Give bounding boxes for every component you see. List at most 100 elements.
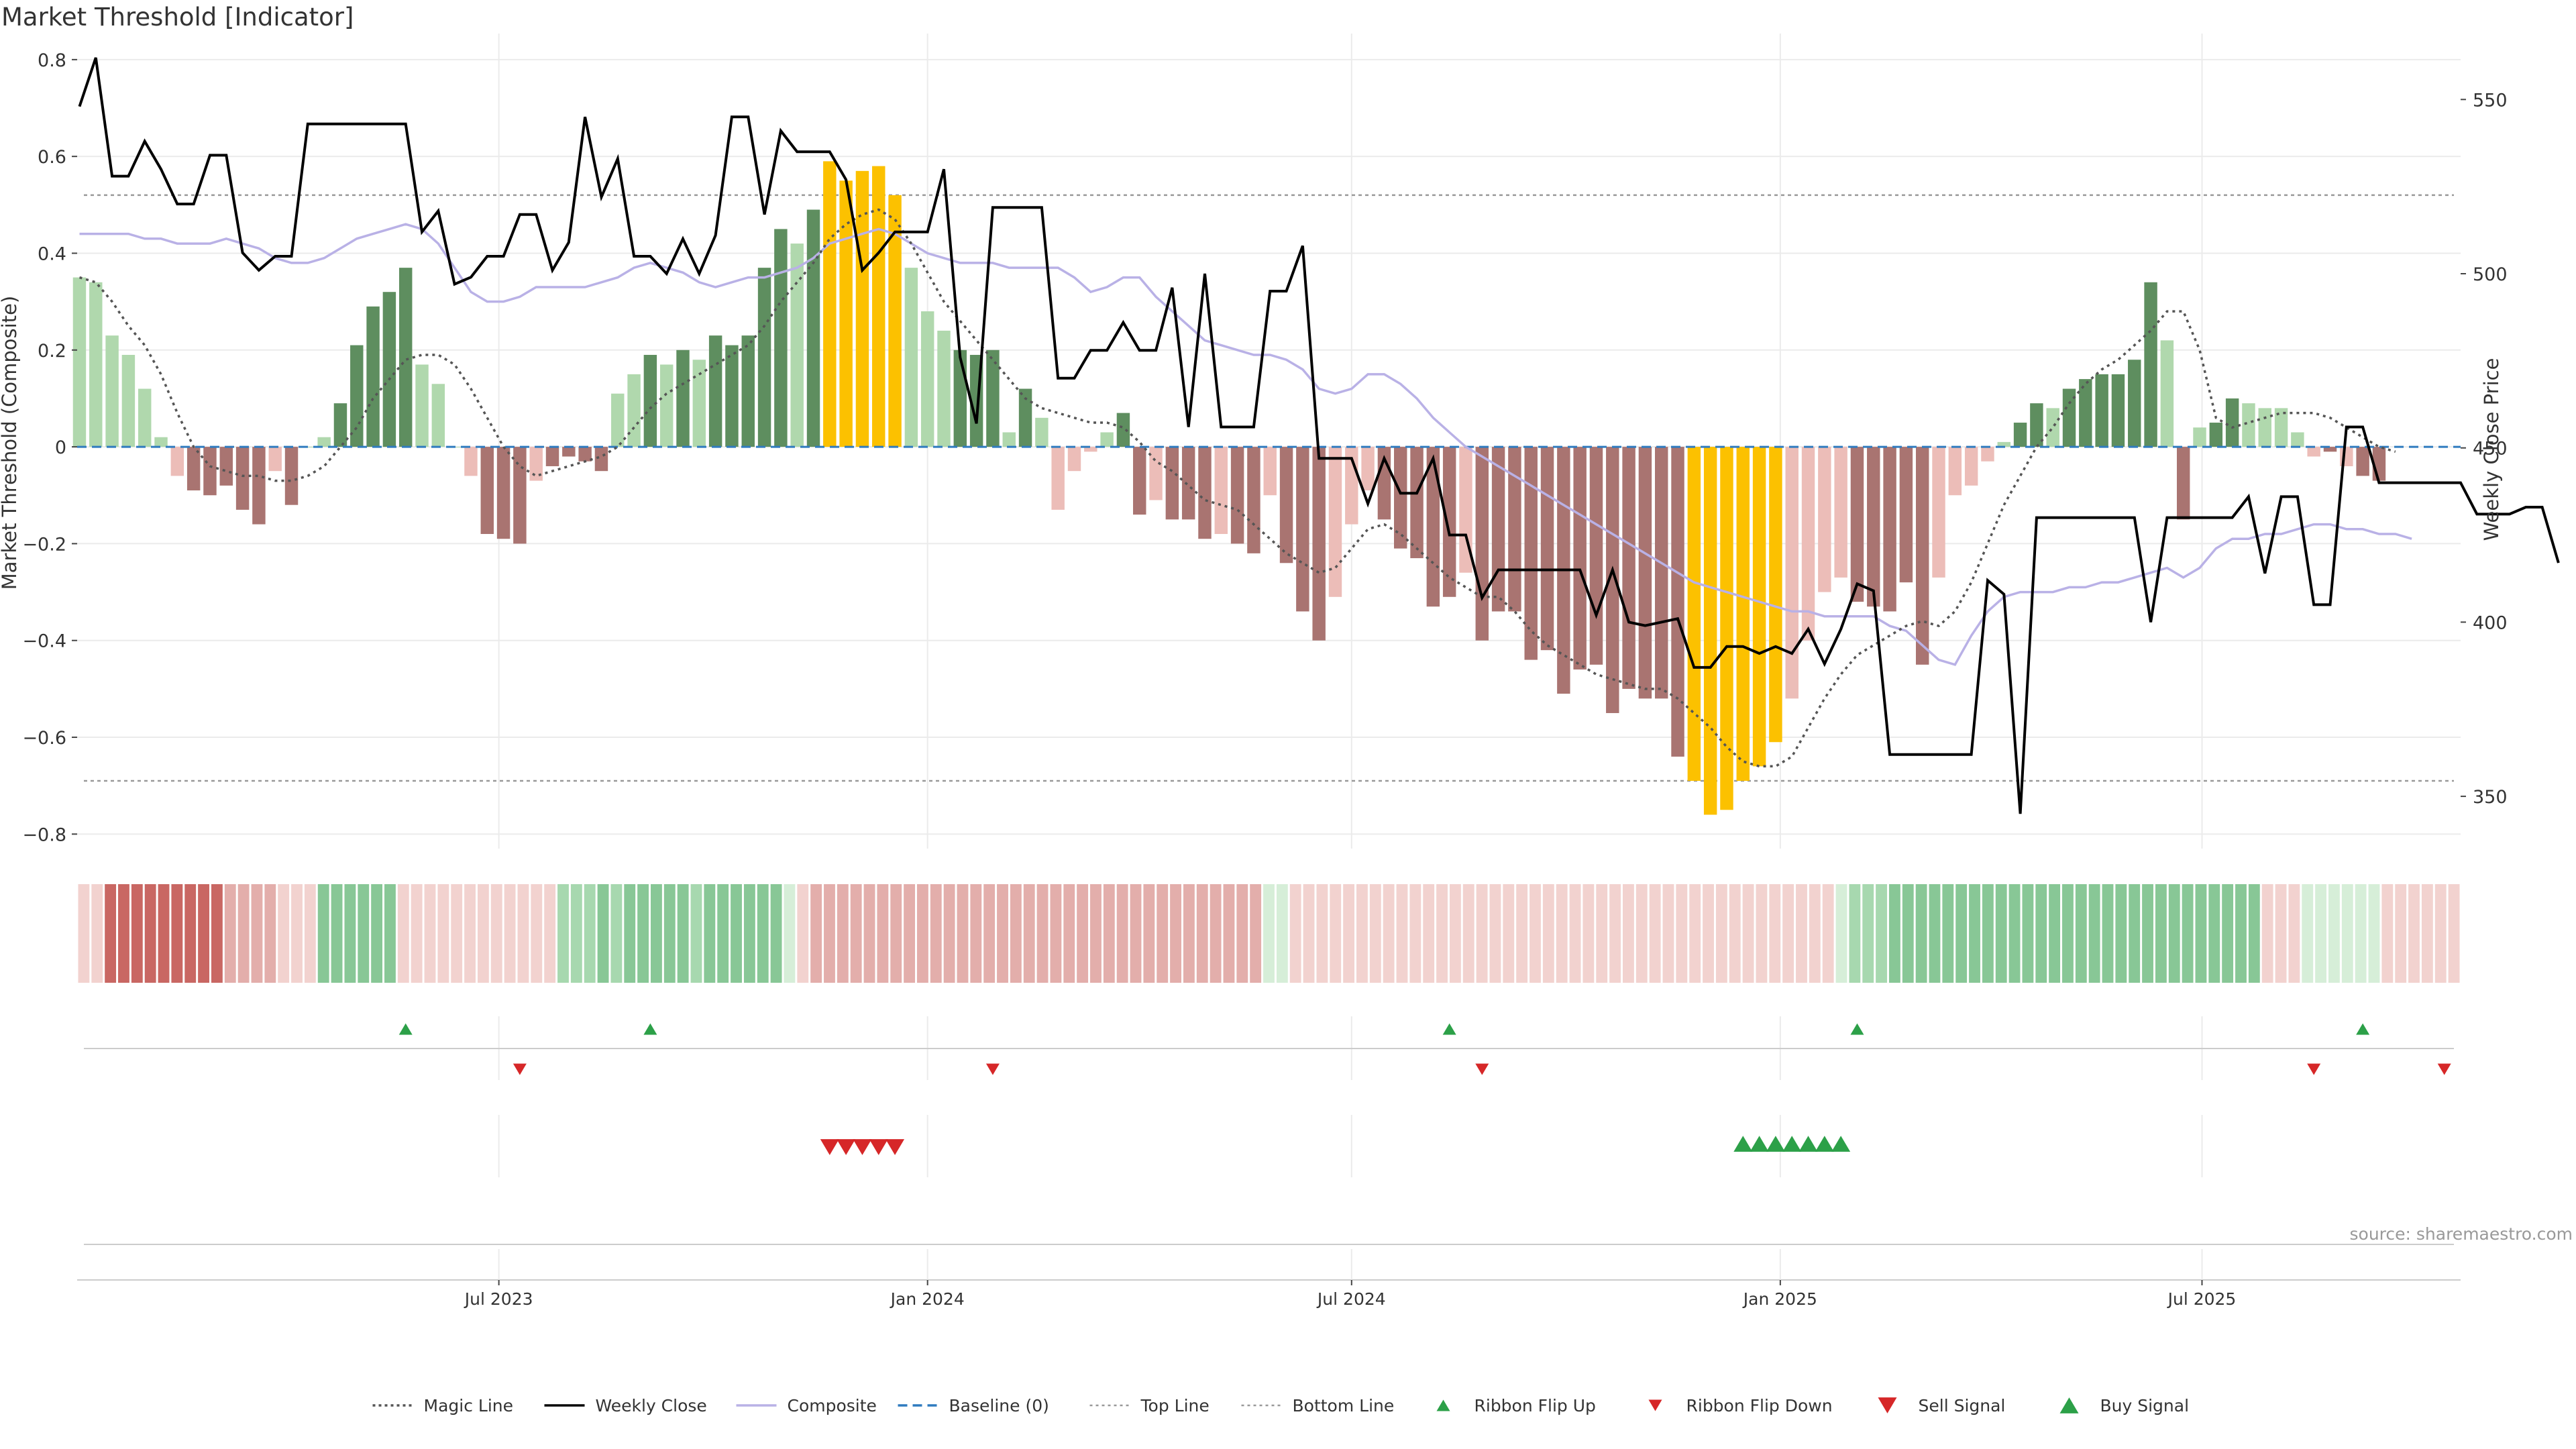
ribbon-strip — [78, 884, 2460, 983]
buy-signal-marker — [1782, 1136, 1802, 1152]
composite-bar — [2079, 379, 2092, 447]
ribbon-cell — [1715, 884, 1727, 983]
composite-bar — [659, 364, 674, 447]
left-tick-label: −0.8 — [22, 824, 66, 845]
buy-signal-marker — [1815, 1136, 1834, 1152]
ribbon-cell — [2062, 884, 2074, 983]
composite-bar — [1394, 447, 1407, 549]
ribbon-cell — [2355, 884, 2367, 983]
x-tick-label: Jul 2023 — [464, 1289, 533, 1309]
ribbon-cell — [624, 884, 636, 983]
buy-signal-marker — [1766, 1136, 1785, 1152]
ribbon-cell — [171, 884, 183, 983]
ribbon-flip-up-marker — [643, 1023, 657, 1035]
ribbon-cell — [784, 884, 796, 983]
composite-bar — [1230, 447, 1244, 544]
x-tick-label: Jul 2025 — [2167, 1289, 2237, 1309]
composite-bar — [741, 335, 755, 447]
composite-bar — [643, 355, 657, 447]
ribbon-cell — [2288, 884, 2300, 983]
composite-bar — [2291, 432, 2304, 447]
ribbon-cell — [1316, 884, 1328, 983]
ribbon-cell — [1703, 884, 1714, 983]
ribbon-cell — [490, 884, 502, 983]
ribbon-cell — [677, 884, 689, 983]
ribbon-cell — [2075, 884, 2087, 983]
composite-bar — [1736, 447, 1750, 781]
ribbon-flip-panel — [84, 1016, 2454, 1080]
composite-bar — [268, 447, 282, 472]
composite-bar — [1247, 447, 1260, 553]
ribbon-cell — [1183, 884, 1195, 983]
composite-bar — [1573, 447, 1587, 670]
ribbon-cell — [78, 884, 90, 983]
ribbon-cell — [531, 884, 543, 983]
source-note: source: sharemaestro.com — [2350, 1224, 2573, 1244]
ribbon-cell — [1902, 884, 1914, 983]
composite-bar — [1964, 447, 1978, 486]
composite-bar — [513, 447, 527, 544]
ribbon-cell — [237, 884, 250, 983]
right-axis-label: Weekly Close Price — [2480, 358, 2503, 541]
ribbon-cell — [1995, 884, 2007, 983]
composite-bar — [1606, 447, 1619, 713]
ribbon-cell — [1915, 884, 1927, 983]
composite-bar — [1018, 388, 1032, 447]
composite-bar — [1328, 447, 1342, 597]
legend-swatch — [1436, 1399, 1450, 1411]
ribbon-cell — [824, 884, 835, 983]
ribbon-cell — [1383, 884, 1395, 983]
sell-signal-marker — [853, 1139, 872, 1155]
ribbon-cell — [1396, 884, 1408, 983]
composite-bar — [2323, 447, 2337, 452]
ribbon-cell — [1196, 884, 1208, 983]
ribbon-cell — [1036, 884, 1049, 983]
ribbon-cell — [1276, 884, 1288, 983]
left-y-axis: 0.8 0.6 0.4 0.2 0 −0.2 −0.4 −0.6 −0.8 — [22, 50, 77, 845]
right-tick-label: 550 — [2473, 90, 2508, 111]
composite-bar — [2030, 403, 2043, 447]
composite-bar — [431, 384, 445, 447]
ribbon-flip-down-marker — [1475, 1063, 1489, 1075]
composite-bar — [2111, 374, 2125, 447]
composite-bar — [986, 350, 1000, 447]
ribbon-cell — [1769, 884, 1781, 983]
left-tick-label: −0.4 — [22, 631, 66, 652]
composite-bar — [1508, 447, 1521, 612]
ribbon-cell — [1635, 884, 1648, 983]
legend-label: Bottom Line — [1293, 1396, 1395, 1415]
ribbon-cell — [1742, 884, 1754, 983]
composite-bar — [252, 447, 266, 525]
legend-item: Magic Line — [372, 1396, 513, 1415]
ribbon-cell — [957, 884, 969, 983]
weekly-close-line — [78, 57, 2560, 814]
ribbon-cell — [1050, 884, 1062, 983]
buy-signal-marker — [1799, 1136, 1818, 1152]
ribbon-cell — [916, 884, 928, 983]
left-tick-label: 0.8 — [38, 50, 66, 71]
ribbon-cell — [2182, 884, 2194, 983]
composite-bar — [2225, 398, 2239, 447]
ribbon-cell — [1130, 884, 1142, 983]
composite-bar — [1883, 447, 1896, 612]
composite-line — [79, 223, 2412, 666]
composite-bar — [1654, 447, 1668, 699]
ribbon-cell — [517, 884, 529, 983]
composite-bar — [529, 447, 543, 481]
legend-item: Ribbon Flip Up — [1436, 1396, 1596, 1415]
composite-bar — [1296, 447, 1309, 612]
ribbon-cell — [1356, 884, 1368, 983]
ribbon-cell — [251, 884, 263, 983]
composite-bar — [920, 311, 934, 447]
ribbon-cell — [1982, 884, 1994, 983]
left-tick-label: −0.2 — [22, 534, 66, 555]
composite-bar — [937, 330, 951, 447]
composite-bar — [1981, 447, 1994, 462]
ribbon-cell — [2088, 884, 2100, 983]
left-axis-label: Market Threshold (Composite) — [0, 296, 21, 590]
ribbon-flip-up-marker — [398, 1023, 413, 1035]
ribbon-cell — [1729, 884, 1741, 983]
composite-bar — [904, 268, 918, 447]
composite-bar — [1442, 447, 1456, 597]
ribbon-cell — [2434, 884, 2447, 983]
